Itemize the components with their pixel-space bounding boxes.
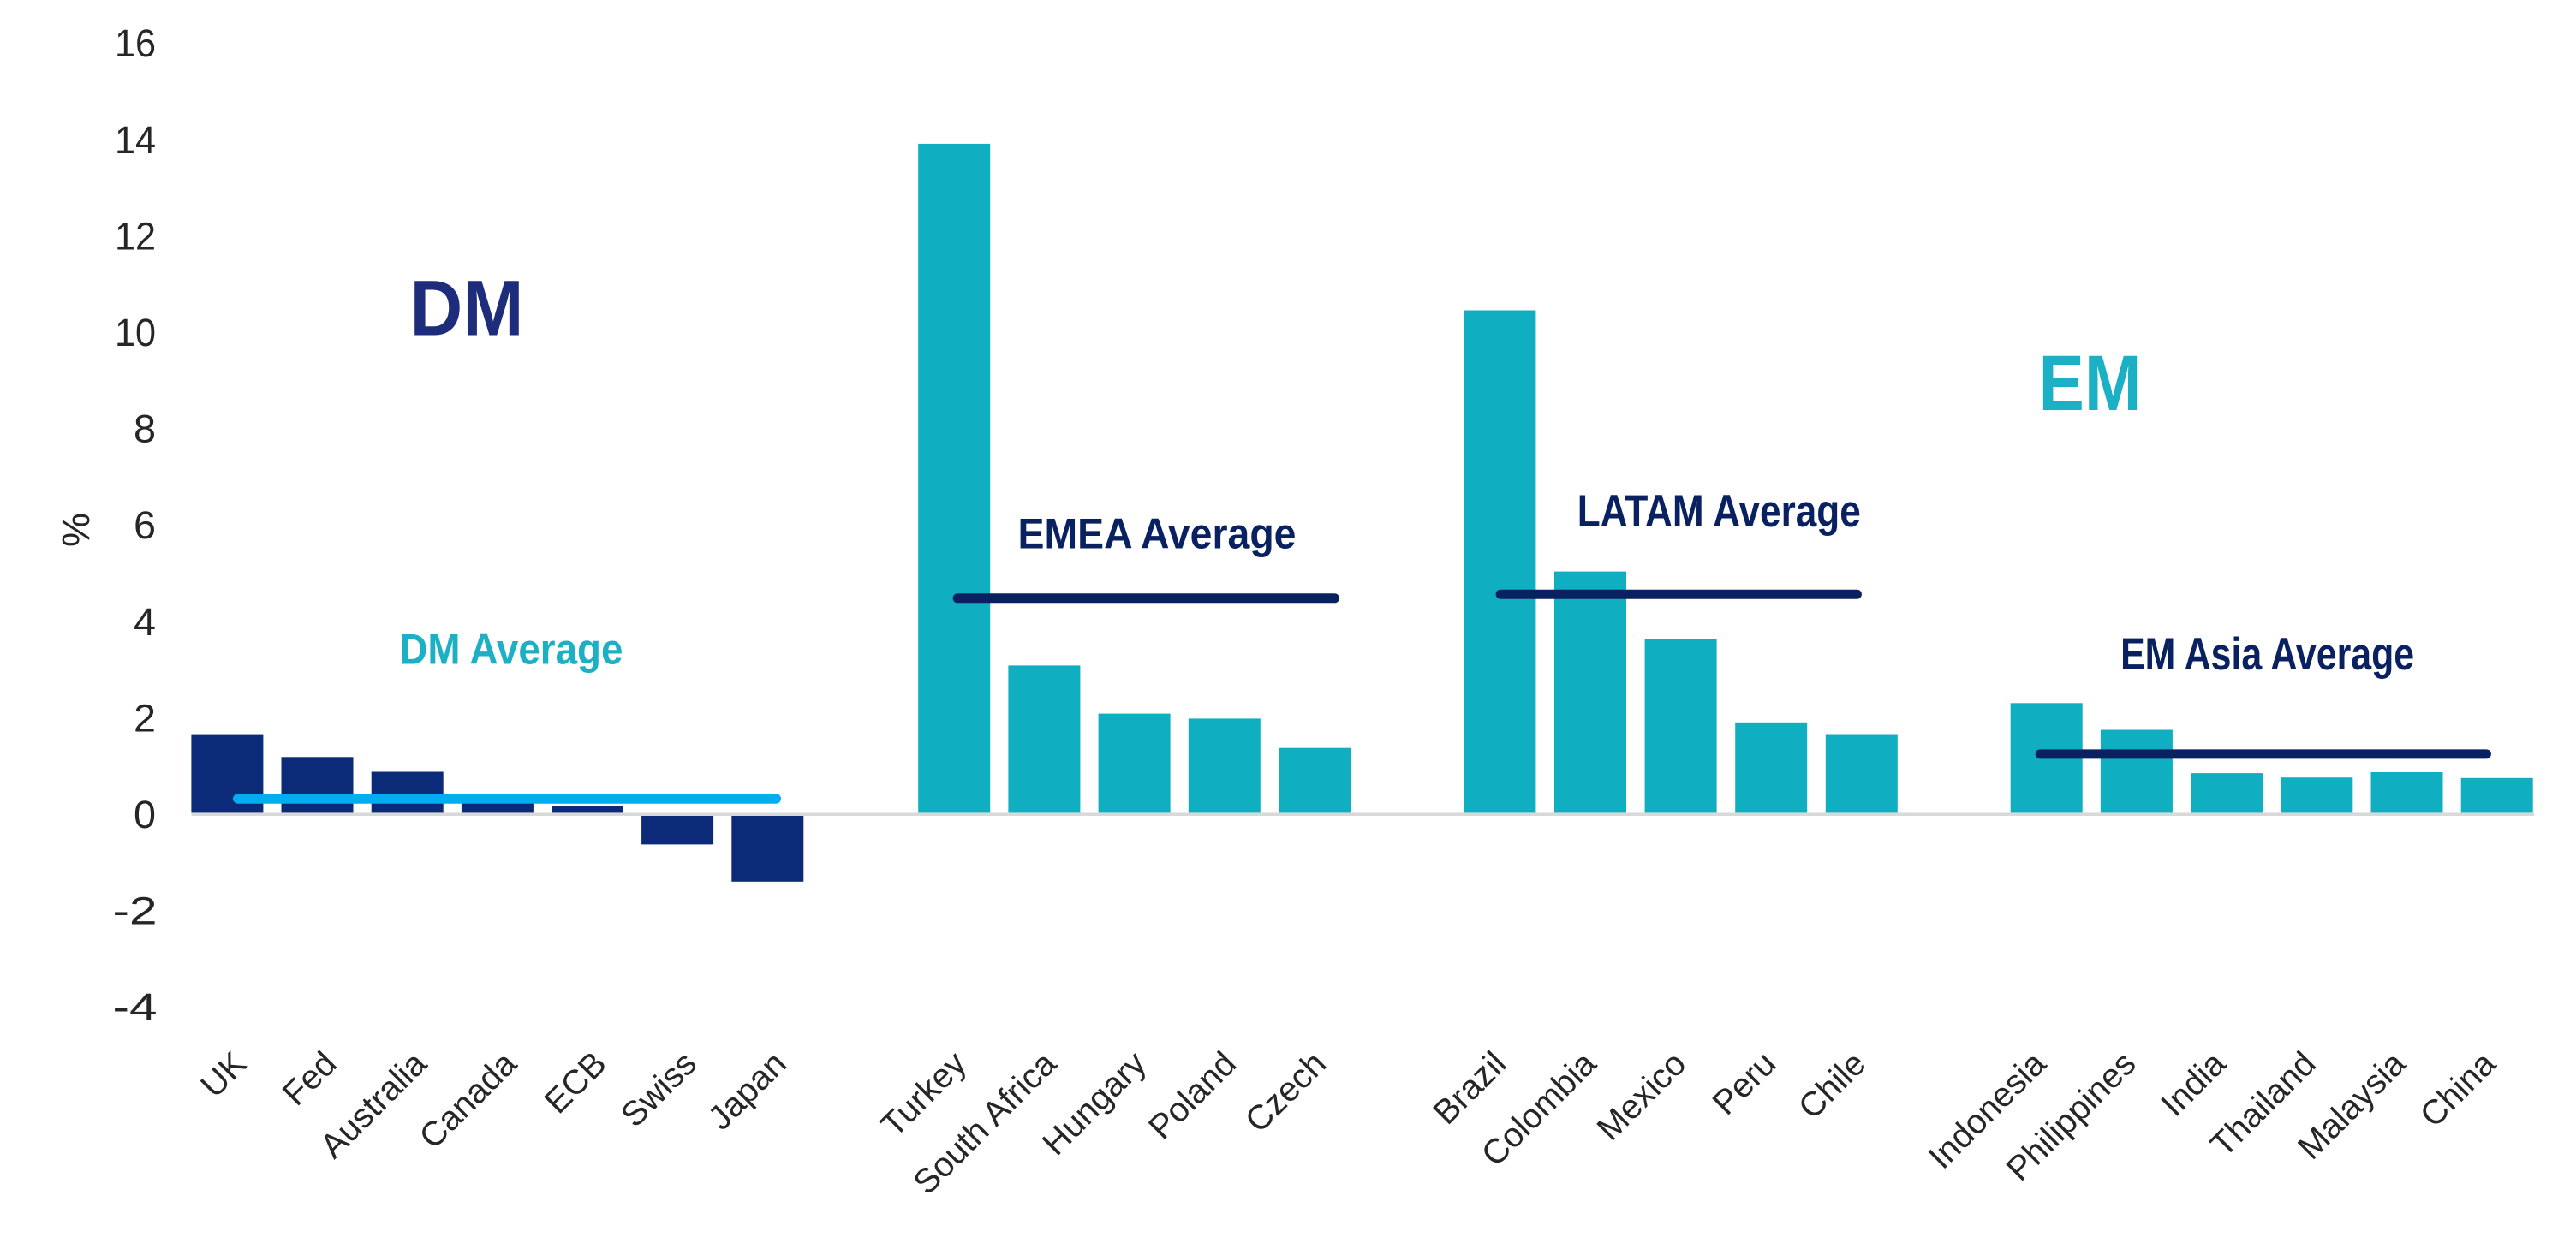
svg-text:0: 0 <box>134 793 156 836</box>
svg-text:EM: EM <box>2039 340 2142 427</box>
svg-text:EM Asia Average: EM Asia Average <box>2120 629 2414 680</box>
svg-text:16: 16 <box>115 21 156 65</box>
svg-text:-4: -4 <box>113 985 158 1029</box>
svg-text:12: 12 <box>115 214 156 258</box>
svg-text:-2: -2 <box>113 889 158 933</box>
svg-text:6: 6 <box>134 503 156 547</box>
svg-text:8: 8 <box>134 407 156 451</box>
svg-text:EMEA Average: EMEA Average <box>1018 510 1297 558</box>
svg-text:DM Average: DM Average <box>399 626 623 674</box>
svg-text:%: % <box>54 513 98 547</box>
svg-text:DM: DM <box>410 265 524 353</box>
svg-text:LATAM Average: LATAM Average <box>1577 486 1861 537</box>
svg-text:14: 14 <box>115 118 156 162</box>
svg-text:10: 10 <box>115 311 156 354</box>
svg-text:4: 4 <box>134 600 156 644</box>
svg-text:2: 2 <box>134 696 156 740</box>
